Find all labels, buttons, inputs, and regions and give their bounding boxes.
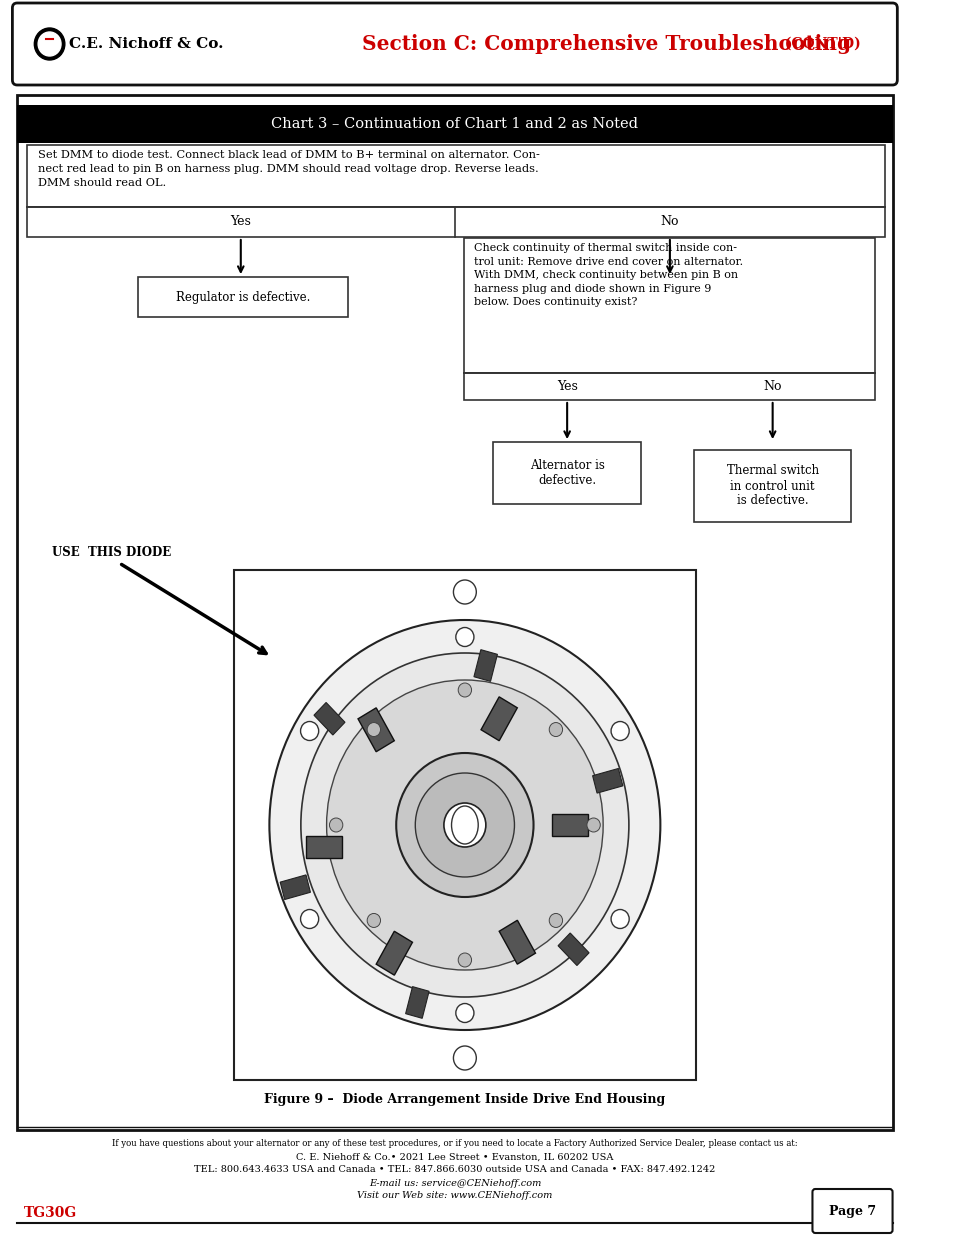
Text: Thermal switch
in control unit
is defective.: Thermal switch in control unit is defect… bbox=[726, 464, 818, 508]
Bar bbox=[305, 836, 341, 858]
Text: Page 7: Page 7 bbox=[828, 1204, 875, 1218]
Bar bbox=[138, 277, 348, 317]
Circle shape bbox=[453, 580, 476, 604]
Bar bbox=[498, 920, 535, 965]
FancyBboxPatch shape bbox=[12, 2, 897, 85]
Text: Check continuity of thermal switch inside con-
trol unit: Remove drive end cover: Check continuity of thermal switch insid… bbox=[474, 243, 742, 308]
Text: Regulator is defective.: Regulator is defective. bbox=[175, 290, 310, 304]
Circle shape bbox=[453, 1046, 476, 1070]
Text: Figure 9 –  Diode Arrangement Inside Drive End Housing: Figure 9 – Diode Arrangement Inside Driv… bbox=[264, 1093, 665, 1107]
Text: No: No bbox=[660, 215, 679, 228]
Bar bbox=[480, 697, 517, 741]
Circle shape bbox=[300, 909, 318, 929]
Bar bbox=[357, 708, 394, 752]
Text: No: No bbox=[762, 380, 781, 393]
Circle shape bbox=[457, 953, 471, 967]
Text: Yes: Yes bbox=[557, 380, 577, 393]
Text: Section C: Comprehensive Troubleshooting: Section C: Comprehensive Troubleshooting bbox=[362, 35, 851, 54]
Circle shape bbox=[329, 818, 342, 832]
Text: Set DMM to diode test. Connect black lead of DMM to B+ terminal on alternator. C: Set DMM to diode test. Connect black lea… bbox=[38, 149, 539, 188]
Circle shape bbox=[611, 721, 629, 741]
Text: USE  THIS DIODE: USE THIS DIODE bbox=[52, 547, 172, 559]
Bar bbox=[693, 450, 850, 522]
Bar bbox=[558, 932, 588, 966]
Circle shape bbox=[586, 818, 599, 832]
Bar bbox=[493, 442, 640, 504]
Circle shape bbox=[300, 653, 628, 997]
Bar bbox=[17, 105, 892, 143]
Bar bbox=[592, 768, 622, 793]
Text: Alternator is
defective.: Alternator is defective. bbox=[529, 459, 604, 487]
FancyBboxPatch shape bbox=[17, 95, 892, 1130]
Circle shape bbox=[367, 722, 380, 736]
Circle shape bbox=[34, 28, 65, 61]
Circle shape bbox=[300, 721, 318, 741]
Bar bbox=[464, 238, 875, 373]
Circle shape bbox=[456, 627, 474, 646]
FancyBboxPatch shape bbox=[812, 1189, 892, 1233]
Circle shape bbox=[549, 722, 562, 736]
Text: TG30G: TG30G bbox=[24, 1207, 77, 1220]
Bar bbox=[27, 144, 884, 207]
Bar bbox=[27, 207, 884, 237]
Bar bbox=[405, 987, 429, 1019]
Circle shape bbox=[549, 914, 562, 927]
Text: (CONT'D): (CONT'D) bbox=[780, 37, 860, 51]
Bar bbox=[314, 703, 345, 735]
Circle shape bbox=[611, 909, 629, 929]
Bar bbox=[474, 650, 497, 682]
Bar bbox=[464, 373, 875, 400]
Text: C. E. Niehoff & Co.• 2021 Lee Street • Evanston, IL 60202 USA: C. E. Niehoff & Co.• 2021 Lee Street • E… bbox=[295, 1152, 613, 1161]
Text: Yes: Yes bbox=[230, 215, 251, 228]
Circle shape bbox=[38, 32, 61, 56]
Circle shape bbox=[395, 753, 533, 897]
Ellipse shape bbox=[451, 806, 477, 844]
Circle shape bbox=[456, 1004, 474, 1023]
Circle shape bbox=[269, 620, 659, 1030]
Bar bbox=[551, 814, 587, 836]
Text: E-mail us: service@CENiehoff.com: E-mail us: service@CENiehoff.com bbox=[368, 1178, 540, 1188]
Bar bbox=[233, 571, 696, 1079]
Circle shape bbox=[443, 803, 485, 847]
Text: C.E. Nichoff & Co.: C.E. Nichoff & Co. bbox=[69, 37, 223, 51]
Bar bbox=[280, 874, 310, 899]
Circle shape bbox=[367, 914, 380, 927]
Text: TEL: 800.643.4633 USA and Canada • TEL: 847.866.6030 outside USA and Canada • FA: TEL: 800.643.4633 USA and Canada • TEL: … bbox=[194, 1166, 715, 1174]
Circle shape bbox=[457, 683, 471, 697]
Circle shape bbox=[415, 773, 514, 877]
Text: If you have questions about your alternator or any of these test procedures, or : If you have questions about your alterna… bbox=[112, 1139, 797, 1147]
Bar bbox=[375, 931, 412, 976]
Text: Visit our Web site: www.CENiehoff.com: Visit our Web site: www.CENiehoff.com bbox=[356, 1191, 552, 1199]
Circle shape bbox=[326, 680, 602, 969]
Text: Chart 3 – Continuation of Chart 1 and 2 as Noted: Chart 3 – Continuation of Chart 1 and 2 … bbox=[271, 117, 638, 131]
